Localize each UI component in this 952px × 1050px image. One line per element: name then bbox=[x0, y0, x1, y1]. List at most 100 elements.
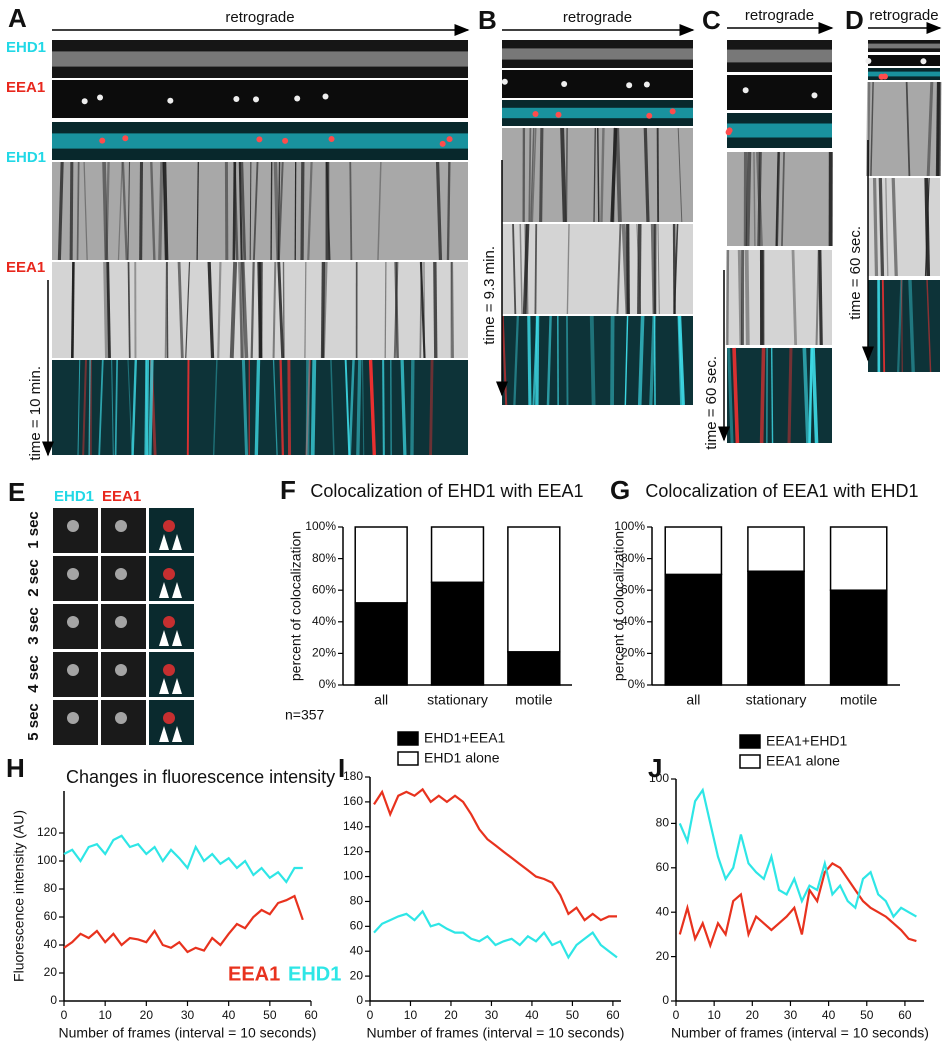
kymo-track bbox=[127, 359, 133, 456]
data-line bbox=[63, 834, 303, 884]
kymo-track bbox=[636, 223, 642, 315]
puncta bbox=[439, 140, 446, 147]
kymo-track bbox=[597, 127, 600, 223]
direction-label: retrograde bbox=[563, 9, 632, 26]
time-label: 4 sec bbox=[25, 655, 42, 693]
kymo-track bbox=[98, 359, 104, 456]
neurite bbox=[868, 71, 940, 77]
legend-label: EEA1 alone bbox=[766, 753, 840, 769]
legend-swatch bbox=[397, 751, 419, 766]
kymo-track bbox=[610, 315, 615, 406]
puncta bbox=[555, 111, 562, 118]
puncta bbox=[163, 664, 175, 676]
panel-letter: H bbox=[6, 753, 25, 783]
puncta bbox=[881, 73, 888, 80]
kymo-track bbox=[530, 127, 535, 223]
y-tick-label: 80% bbox=[621, 551, 645, 565]
arrowhead bbox=[159, 534, 182, 550]
kymo-track bbox=[185, 261, 191, 359]
puncta bbox=[501, 78, 508, 85]
kymo-track bbox=[881, 279, 886, 373]
kymo-track bbox=[512, 223, 517, 315]
data-line bbox=[63, 894, 304, 954]
x-tick-label: 40 bbox=[222, 1008, 236, 1022]
kymo-track bbox=[279, 359, 285, 456]
kymo-track bbox=[282, 261, 285, 359]
kymo-track bbox=[320, 261, 325, 359]
kymo-track bbox=[732, 347, 740, 444]
data-line bbox=[678, 787, 917, 919]
kymo-track bbox=[787, 347, 793, 444]
puncta bbox=[322, 93, 329, 100]
y-tick-label: 80 bbox=[350, 894, 364, 908]
y-tick-label: 40% bbox=[621, 614, 645, 628]
kymo-track bbox=[300, 161, 305, 261]
micrograph bbox=[502, 127, 693, 223]
kymo-track bbox=[725, 249, 730, 346]
arrowhead bbox=[159, 582, 182, 598]
kymo-track bbox=[885, 177, 889, 277]
micrograph bbox=[501, 70, 693, 98]
kymo-track bbox=[277, 161, 284, 261]
x-tick-label: 60 bbox=[898, 1008, 912, 1022]
kymo-track bbox=[737, 249, 743, 346]
panel-letter: C bbox=[702, 5, 721, 35]
kymo-track bbox=[139, 161, 144, 261]
kymo-track bbox=[936, 81, 942, 177]
arrowhead bbox=[159, 726, 182, 742]
bar-segment bbox=[430, 581, 485, 686]
kymo-track bbox=[534, 223, 538, 315]
kymo-track bbox=[304, 261, 307, 359]
channel-label: EEA1 bbox=[102, 488, 141, 505]
channel-label: EEA1 bbox=[6, 79, 45, 96]
kymo-track bbox=[272, 261, 277, 359]
micrograph-bg bbox=[52, 360, 468, 455]
puncta bbox=[446, 136, 453, 143]
channel-label: EEA1 bbox=[6, 259, 45, 276]
micrograph-bg bbox=[502, 70, 693, 98]
y-tick-label: 120 bbox=[37, 825, 57, 839]
kymo-track bbox=[897, 279, 903, 373]
puncta bbox=[163, 568, 175, 580]
kymo-track bbox=[273, 161, 280, 261]
puncta bbox=[115, 616, 127, 628]
kymo-track bbox=[519, 223, 523, 315]
kymo-track bbox=[900, 279, 903, 373]
y-tick-label: 0 bbox=[662, 993, 669, 1007]
kymo-track bbox=[330, 359, 335, 456]
puncta bbox=[532, 111, 539, 118]
puncta bbox=[115, 712, 127, 724]
x-tick-label: motile bbox=[515, 692, 553, 708]
kymo-track bbox=[753, 151, 756, 247]
kymo-track bbox=[878, 177, 885, 277]
x-tick-label: 10 bbox=[98, 1008, 112, 1022]
y-tick-label: 100 bbox=[649, 771, 669, 785]
y-tick-label: 80% bbox=[312, 551, 336, 565]
kymo-track bbox=[677, 315, 683, 406]
kymo-track bbox=[759, 347, 766, 444]
y-axis-label: percent of colocalization bbox=[288, 531, 304, 681]
puncta bbox=[163, 520, 175, 532]
kymo-track bbox=[240, 161, 247, 261]
kymo-track bbox=[429, 359, 434, 456]
y-tick-label: 180 bbox=[343, 769, 363, 783]
kymo-track bbox=[287, 359, 292, 456]
kymo-track bbox=[69, 161, 74, 261]
puncta bbox=[97, 94, 104, 101]
kymo-track bbox=[212, 359, 218, 456]
kymo-track bbox=[177, 261, 184, 359]
micrograph bbox=[725, 249, 832, 346]
puncta bbox=[294, 95, 301, 102]
puncta bbox=[115, 664, 127, 676]
micrograph bbox=[52, 80, 468, 118]
puncta bbox=[67, 616, 79, 628]
y-axis-label: Fluorescence intensity (AU) bbox=[11, 810, 27, 982]
x-tick-label: stationary bbox=[746, 692, 807, 708]
bar-segment bbox=[747, 526, 805, 572]
x-tick-label: 40 bbox=[525, 1008, 539, 1022]
y-tick-label: 80 bbox=[656, 816, 670, 830]
kymo-track bbox=[410, 359, 415, 456]
kymo-track bbox=[615, 127, 622, 223]
kymo-track bbox=[83, 161, 88, 261]
kymo-track bbox=[111, 359, 114, 456]
